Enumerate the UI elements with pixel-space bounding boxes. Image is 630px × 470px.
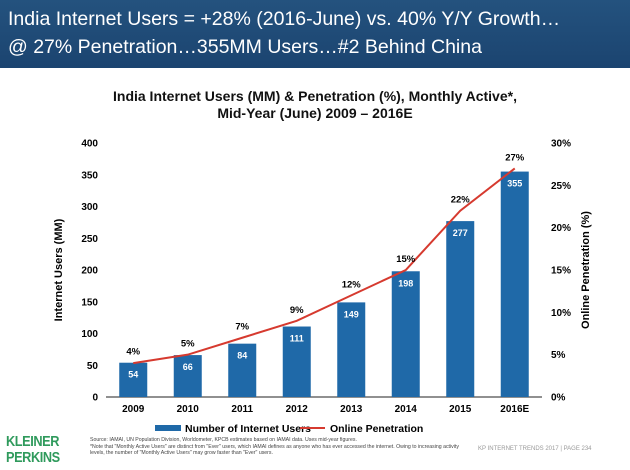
y2-tick-label: 15% <box>551 266 571 277</box>
bar <box>282 326 311 397</box>
y2-tick-label: 30% <box>551 139 571 150</box>
y2-tick-label: 25% <box>551 181 571 192</box>
bar-data-label: 84 <box>237 351 247 361</box>
y2-tick-label: 20% <box>551 223 571 234</box>
penetration-line <box>133 167 516 365</box>
legend-bar-swatch <box>155 425 181 431</box>
bar-data-label: 277 <box>453 228 468 238</box>
bar <box>228 343 257 397</box>
y2-tick-label: 5% <box>551 350 566 361</box>
y2-tick-label: 10% <box>551 308 571 319</box>
y-tick-label: 150 <box>81 297 98 308</box>
y-tick-label: 0 <box>92 393 98 404</box>
bar-data-label: 111 <box>290 334 304 344</box>
x-tick-label: 2015 <box>449 404 472 415</box>
y-tick-label: 300 <box>81 202 98 213</box>
page-footer: KP INTERNET TRENDS 2017 | PAGE 234 <box>478 446 592 452</box>
x-tick-label: 2013 <box>340 404 363 415</box>
bar-data-label: 54 <box>128 370 138 380</box>
line-data-label: 7% <box>235 322 249 333</box>
header-line-1: India Internet Users = +28% (2016-June) … <box>8 8 561 30</box>
chart-title-line-1: India Internet Users (MM) & Penetration … <box>113 88 517 104</box>
bar <box>337 302 366 397</box>
logo-line-1: KLEINER <box>6 433 59 450</box>
source-line-2: *Note that "Monthly Active Users" are di… <box>90 443 459 457</box>
line-data-label: 27% <box>505 152 525 163</box>
source-note: Source: IAMAI, UN Population Division, W… <box>90 437 470 457</box>
bar <box>391 271 420 397</box>
x-tick-label: 2010 <box>177 404 200 415</box>
bar <box>446 221 475 397</box>
chart-title: India Internet Users (MM) & Penetration … <box>0 88 630 122</box>
bar <box>500 171 529 397</box>
kleiner-perkins-logo: KLEINER PERKINS <box>6 434 60 466</box>
x-tick-label: 2011 <box>231 404 253 415</box>
x-tick-label: 2016E <box>500 404 529 415</box>
legend-bar-label: Number of Internet Users <box>185 423 311 435</box>
bar <box>119 362 148 397</box>
line-data-label: 15% <box>396 254 416 265</box>
y-tick-label: 250 <box>81 234 98 245</box>
source-line-1: Source: IAMAI, UN Population Division, W… <box>90 437 357 443</box>
x-tick-label: 2014 <box>395 404 418 415</box>
bar <box>173 355 202 397</box>
line-data-label: 5% <box>181 339 195 350</box>
y-tick-label: 100 <box>81 329 98 340</box>
slide-header: India Internet Users = +28% (2016-June) … <box>0 0 630 68</box>
bar-data-label: 355 <box>507 179 522 189</box>
y2-tick-label: 0% <box>551 393 566 404</box>
header-line-2: @ 27% Penetration…355MM Users…#2 Behind … <box>8 36 482 58</box>
y-tick-label: 50 <box>87 361 99 372</box>
y-axis-label: Internet Users (MM) <box>53 218 65 321</box>
y-tick-label: 400 <box>81 139 98 150</box>
line-data-label: 22% <box>451 195 471 206</box>
legend-line-label: Online Penetration <box>330 423 423 435</box>
y-tick-label: 200 <box>81 266 98 277</box>
line-data-label: 4% <box>126 347 140 358</box>
y2-axis-label: Online Penetration (%) <box>580 211 592 329</box>
chart-title-line-2: Mid-Year (June) 2009 – 2016E <box>217 105 413 121</box>
line-data-label: 12% <box>342 279 362 290</box>
y-tick-label: 350 <box>81 170 98 181</box>
x-tick-label: 2009 <box>122 404 145 415</box>
bar-data-label: 66 <box>183 362 193 372</box>
x-tick-label: 2012 <box>286 404 309 415</box>
line-data-label: 9% <box>290 305 304 316</box>
bar-data-label: 198 <box>398 278 413 288</box>
bar-data-label: 149 <box>344 309 359 319</box>
logo-line-2: PERKINS <box>6 449 60 466</box>
